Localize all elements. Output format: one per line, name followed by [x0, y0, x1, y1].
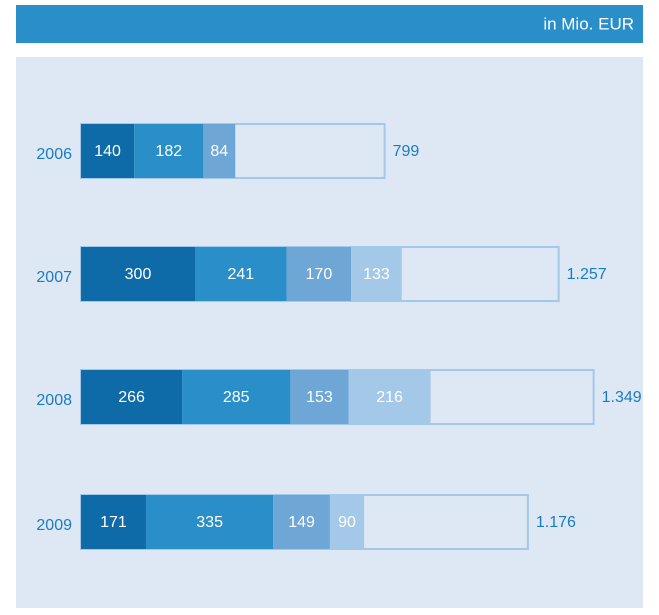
value-label: 335 — [196, 514, 223, 531]
value-label: 241 — [227, 266, 254, 283]
bar-segment — [348, 370, 431, 424]
bar-segment — [81, 247, 195, 301]
bar-segment — [351, 247, 402, 301]
bar-segment — [329, 495, 365, 549]
value-label: 153 — [306, 389, 333, 406]
total-label: 1.257 — [567, 266, 607, 283]
value-label: 300 — [125, 266, 152, 283]
total-label: 799 — [393, 143, 420, 160]
header-bar — [16, 5, 643, 43]
bar-segment — [195, 247, 287, 301]
bar-segment — [81, 370, 183, 424]
value-label: 266 — [118, 389, 145, 406]
value-label: 216 — [376, 389, 403, 406]
bar-segment — [273, 495, 330, 549]
bar-segment — [145, 495, 274, 549]
total-label: 1.349 — [602, 389, 642, 406]
category-label: 2006 — [36, 146, 72, 163]
bar-segment — [182, 370, 291, 424]
bar-segment — [81, 495, 146, 549]
value-label: 171 — [100, 514, 127, 531]
total-label: 1.176 — [536, 514, 576, 531]
bar-segment — [290, 370, 349, 424]
unit-label: in Mio. EUR — [543, 14, 634, 33]
category-label: 2009 — [36, 517, 72, 534]
value-label: 133 — [363, 266, 390, 283]
bar-segment — [286, 247, 352, 301]
value-label: 170 — [306, 266, 333, 283]
category-label: 2008 — [36, 392, 72, 409]
value-label: 84 — [210, 143, 228, 160]
bar-segment — [134, 124, 204, 178]
value-label: 182 — [155, 143, 182, 160]
value-label: 140 — [94, 143, 121, 160]
value-label: 90 — [338, 514, 356, 531]
bar-segment — [81, 124, 135, 178]
value-label: 149 — [288, 514, 315, 531]
category-label: 2007 — [36, 269, 72, 286]
bar-segment — [203, 124, 236, 178]
value-label: 285 — [223, 389, 250, 406]
